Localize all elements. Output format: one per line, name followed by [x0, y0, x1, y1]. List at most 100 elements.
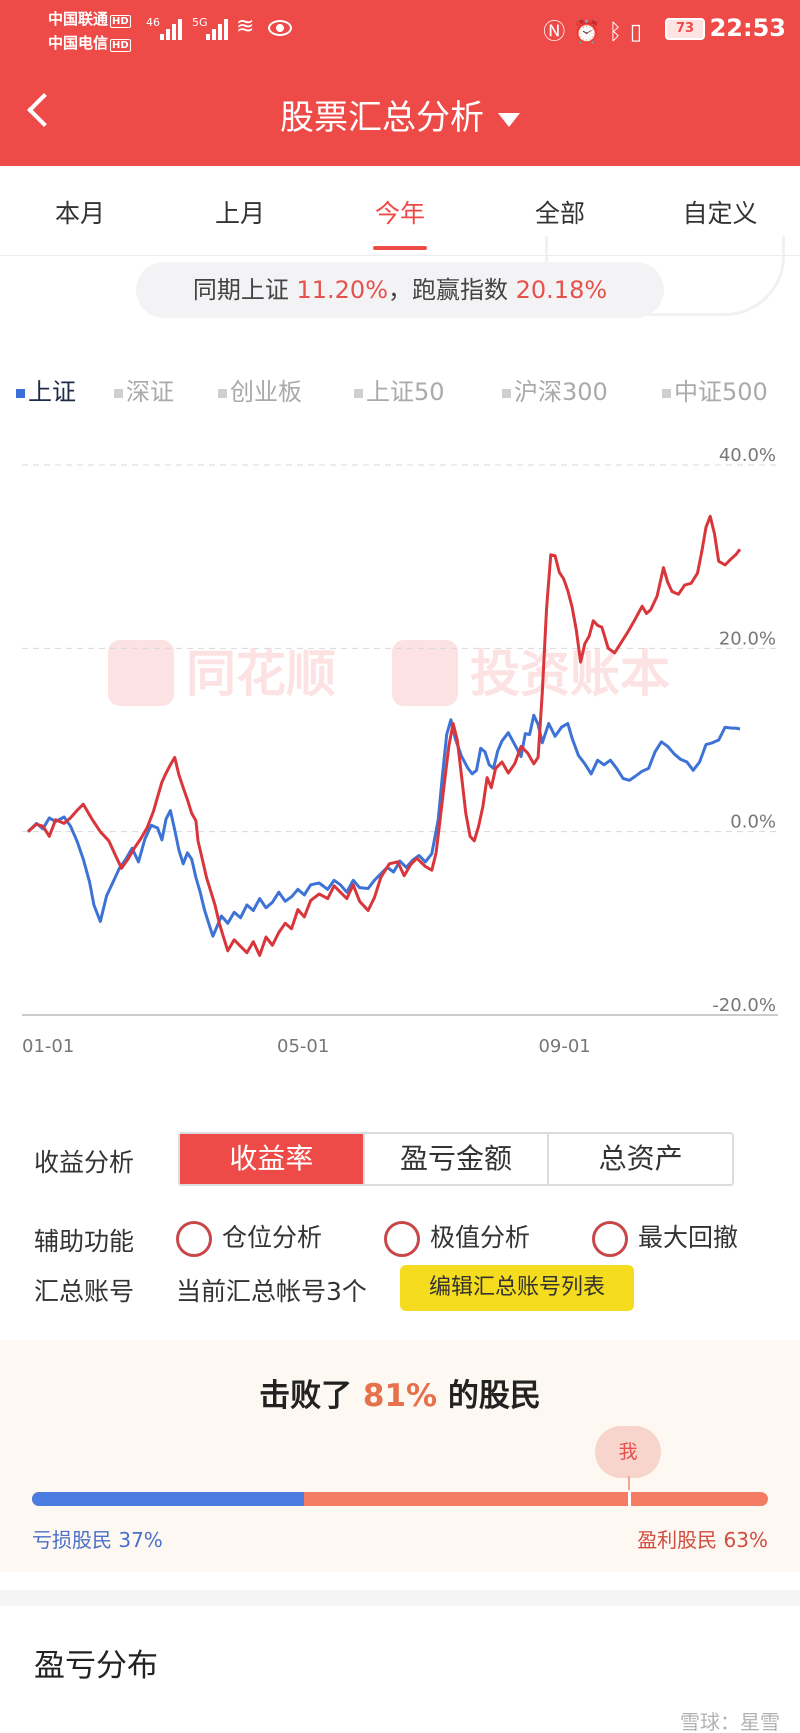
me-marker-tail	[628, 1476, 631, 1490]
eye-icon	[268, 20, 292, 36]
compare-prefix: 同期上证	[192, 276, 289, 304]
legend-marker	[218, 388, 227, 398]
legend-marker	[16, 388, 25, 398]
wifi-icon: ≋	[236, 14, 255, 39]
beat-prefix: 击败了	[259, 1378, 353, 1414]
caret-down-icon	[498, 112, 520, 127]
index-option-csi500[interactable]: 中证500	[662, 372, 768, 407]
tab-all[interactable]: 全部	[534, 199, 585, 228]
loss-label-text: 亏损股民	[32, 1528, 112, 1552]
tab-this-year[interactable]: 今年	[374, 199, 425, 228]
loss-segment	[32, 1492, 305, 1506]
win-label-text: 盈利股民	[637, 1528, 718, 1552]
section-gap	[0, 1590, 800, 1606]
alarm-icon: ⏰	[573, 20, 609, 45]
loss-pct: 37%	[118, 1528, 163, 1552]
segment-total-assets[interactable]: 总资产	[598, 1142, 683, 1175]
page-title-dropdown[interactable]: 股票汇总分析	[0, 90, 800, 139]
network-type-1: 46	[146, 16, 160, 29]
index-label: 创业板	[230, 378, 302, 406]
beat-suffix: 的股民	[447, 1378, 541, 1414]
beat-percent: 81%	[362, 1378, 438, 1414]
carrier-1-name: 中国联通	[48, 10, 109, 28]
distribution-title: 盈亏分布	[34, 1648, 158, 1684]
signal-icon-1	[160, 18, 186, 40]
checkbox-max-drawdown[interactable]: 最大回撤	[592, 1218, 738, 1258]
legend-marker	[502, 388, 511, 398]
tab-last-month[interactable]: 上月	[214, 199, 265, 228]
checkbox-label: 仓位分析	[222, 1223, 323, 1252]
page-title: 股票汇总分析	[280, 98, 484, 138]
network-type-2: 5G	[192, 16, 208, 29]
checkbox-extreme-analysis[interactable]: 极值分析	[384, 1218, 530, 1258]
index-return-value: 11.20%	[296, 276, 388, 304]
index-option-shenzhen[interactable]: 深证	[114, 372, 174, 407]
excess-return-value: 20.18%	[515, 276, 608, 304]
tab-this-month[interactable]: 本月	[54, 199, 105, 228]
win-pct: 63%	[723, 1528, 768, 1552]
me-marker-bubble: 我	[595, 1426, 662, 1478]
index-option-csi300[interactable]: 沪深300	[502, 372, 608, 407]
analysis-label: 收益分析	[34, 1148, 135, 1177]
header-bar: 中国联通 HD 中国电信 HD 46 5G ≋ Ⓝ⏰ᛒ▯ 73 22:53 股票汇总…	[0, 0, 800, 166]
segment-return-rate[interactable]: 收益率	[180, 1134, 365, 1184]
xueqiu-watermark: 雪球：星雪	[680, 1710, 780, 1733]
y-tick-label: 40.0%	[719, 445, 776, 466]
y-tick-label: -20.0%	[712, 995, 776, 1016]
beat-title: 击败了 81% 的股民	[0, 1370, 800, 1415]
carrier-2: 中国电信 HD	[48, 32, 131, 53]
tab-custom[interactable]: 自定义	[682, 199, 758, 228]
series-line-index	[26, 713, 741, 938]
vibrate-icon: ▯	[629, 20, 650, 45]
battery-icon: 73	[665, 18, 705, 40]
index-option-chinext[interactable]: 创业板	[218, 372, 302, 407]
carrier-2-name: 中国电信	[48, 34, 109, 52]
index-label: 中证500	[674, 378, 768, 406]
index-option-sse50[interactable]: 上证50	[354, 372, 445, 407]
beat-percentile-card: 击败了 81% 的股民 我 亏损股民 37% 盈利股民 63%	[0, 1340, 800, 1572]
checkbox-position-analysis[interactable]: 仓位分析	[176, 1218, 322, 1258]
nfc-icon: Ⓝ	[543, 20, 574, 45]
account-count-text: 当前汇总帐号3个	[176, 1277, 367, 1306]
segment-profit-amount[interactable]: 盈亏金额	[365, 1134, 550, 1184]
checkbox-label: 最大回撤	[638, 1223, 739, 1252]
profit-loss-bar	[32, 1492, 768, 1506]
legend-marker	[114, 388, 123, 398]
hd-badge-1: HD	[110, 15, 131, 28]
aux-label: 辅助功能	[34, 1227, 135, 1256]
y-tick-label: 0.0%	[730, 812, 776, 833]
chart-svg: 40.0% 20.0% 0.0% -20.0% 01-01 05-01 09-01	[22, 445, 778, 1057]
checkbox-circle-icon	[384, 1221, 420, 1257]
checkbox-circle-icon	[592, 1221, 628, 1257]
legend-marker	[662, 388, 671, 398]
win-legend: 盈利股民 63%	[637, 1524, 768, 1553]
hd-badge-2: HD	[110, 39, 131, 52]
legend-marker	[354, 388, 363, 398]
x-tick-label: 09-01	[538, 1036, 590, 1057]
watermark-brand-1: 同花顺	[108, 640, 336, 708]
checkbox-label: 极值分析	[430, 1223, 531, 1252]
active-tab-indicator	[373, 246, 427, 250]
signal-icon-2	[206, 18, 232, 40]
watermark-text-1: 同花顺	[186, 645, 336, 703]
bluetooth-icon: ᛒ	[608, 20, 630, 45]
status-time: 22:53	[709, 14, 786, 42]
brand-logo-icon	[108, 640, 174, 706]
period-tabs: 本月 上月 今年 全部 自定义	[0, 166, 800, 256]
index-label: 深证	[126, 378, 174, 406]
ledger-logo-icon	[392, 640, 458, 706]
edit-account-list-button[interactable]: 编辑汇总账号列表	[400, 1265, 634, 1311]
me-position-marker	[628, 1492, 632, 1506]
index-compare-banner: 同期上证 11.20%，跑赢指数 20.18%	[136, 262, 664, 318]
checkbox-circle-icon	[176, 1221, 212, 1257]
watermark-brand-2: 投资账本	[392, 640, 670, 708]
index-label: 上证50	[366, 378, 445, 406]
metric-segmented-control: 收益率 盈亏金额 总资产	[178, 1132, 734, 1186]
loss-legend: 亏损股民 37%	[32, 1524, 163, 1553]
status-bar: 中国联通 HD 中国电信 HD 46 5G ≋ Ⓝ⏰ᛒ▯ 73 22:53	[0, 0, 800, 60]
return-chart[interactable]: 同花顺 投资账本 40.0% 20.0% 0.0% -20.0% 01-01 05-01 0…	[0, 430, 800, 1070]
x-tick-label: 01-01	[22, 1036, 74, 1057]
account-label: 汇总账号	[34, 1277, 135, 1306]
index-option-shanghai[interactable]: 上证	[16, 372, 76, 407]
index-label: 上证	[28, 378, 76, 406]
